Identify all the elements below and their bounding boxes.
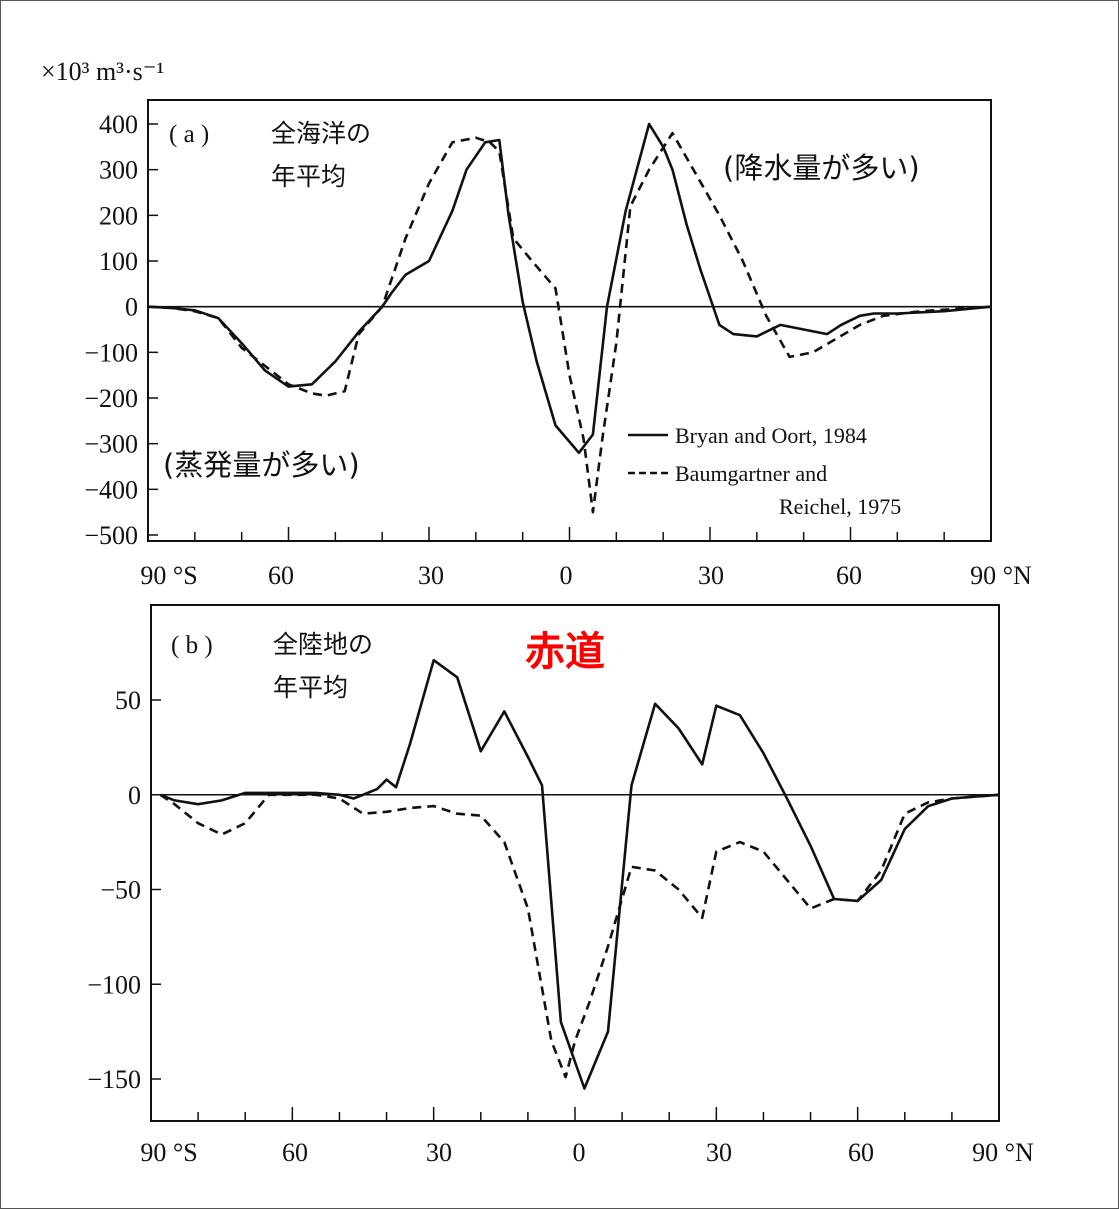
panel-a-title-line2: 年平均 [271,162,346,191]
x-tick-label: 60 [848,1138,874,1167]
annotation-high-evaporation: (蒸発量が多い) [163,448,360,482]
panel-b-label: ( b ) [171,632,213,659]
legend-entry-baumgartner-2: Reichel, 1975 [779,494,901,519]
panel-a: ×10³ m³·s⁻¹ 4003002001000−100−200−300−40… [41,57,1032,590]
panel-b-title-line1: 全陸地の [273,630,373,659]
x-tick-label: 30 [426,1138,452,1167]
series-line-baumgartner-reichel [147,131,992,514]
annotation-high-precipitation: (降水量が多い) [723,151,920,185]
panel-a-y-tick-labels: 400 300 200 100 0 −100 −200 −300 −400 −500 [84,110,138,550]
y-tick-label: 300 [99,156,138,185]
y-tick-label: 0 [125,293,138,322]
x-tick-label: 30 [698,561,724,590]
panel-a-label: ( a ) [169,121,209,148]
series-line-bryan-oort [159,658,1000,1090]
y-tick-label: −50 [100,876,141,905]
panel-b-title-line2: 年平均 [273,673,348,702]
y-axis-unit-label: ×10³ m³·s⁻¹ [41,57,164,86]
x-tick-label: 90 °N [970,561,1032,590]
y-tick-label: 50 [115,686,141,715]
panel-a-x-tick-labels: 90 °S 60 30 0 30 60 90 °N [140,561,1032,590]
y-tick-label: 100 [99,247,138,276]
x-tick-label: 30 [706,1138,732,1167]
y-tick-label: −300 [84,430,138,459]
x-tick-label: 0 [573,1138,586,1167]
panel-b: 50 0 −50 −100 −150 90 °S 60 30 0 30 60 90 °N ( b )… [87,604,1034,1167]
equator-red-label: 赤道 [525,629,605,675]
x-tick-label: 0 [560,561,573,590]
panel-a-ticks [148,123,991,541]
series-line-baumgartner-reichel [159,793,1000,1079]
y-tick-label: 200 [99,201,138,230]
x-tick-label: 60 [282,1138,308,1167]
x-tick-label: 30 [418,561,444,590]
legend-entry-bryan-oort: Bryan and Oort, 1984 [675,423,867,448]
y-tick-label: −150 [87,1065,141,1094]
x-tick-label: 90 °N [972,1138,1034,1167]
legend-entry-baumgartner-1: Baumgartner and [675,461,827,486]
panel-b-ticks [151,699,999,1121]
legend: Bryan and Oort, 1984 Baumgartner and Rei… [628,423,901,519]
series-line-bryan-oort [147,122,992,455]
y-tick-label: 400 [99,110,138,139]
x-tick-label: 60 [268,561,294,590]
panel-b-y-tick-labels: 50 0 −50 −100 −150 [87,686,141,1094]
x-tick-label: 90 °S [140,561,197,590]
panel-b-series [159,658,1000,1090]
y-tick-label: −100 [84,338,138,367]
panel-b-x-tick-labels: 90 °S 60 30 0 30 60 90 °N [140,1138,1034,1167]
y-tick-label: 0 [128,781,141,810]
y-tick-label: −400 [84,475,138,504]
y-tick-label: −500 [84,521,138,550]
y-tick-label: −200 [84,384,138,413]
panel-a-title-line1: 全海洋の [271,119,371,148]
panel-a-series [147,122,992,514]
y-tick-label: −100 [87,970,141,999]
x-tick-label: 90 °S [140,1138,197,1167]
x-tick-label: 60 [836,561,862,590]
